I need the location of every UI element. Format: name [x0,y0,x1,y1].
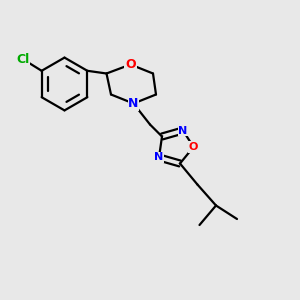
Text: N: N [178,125,188,136]
Text: N: N [154,152,164,163]
Text: O: O [189,142,198,152]
Text: N: N [128,97,139,110]
Text: O: O [125,58,136,71]
Text: Cl: Cl [16,53,29,66]
